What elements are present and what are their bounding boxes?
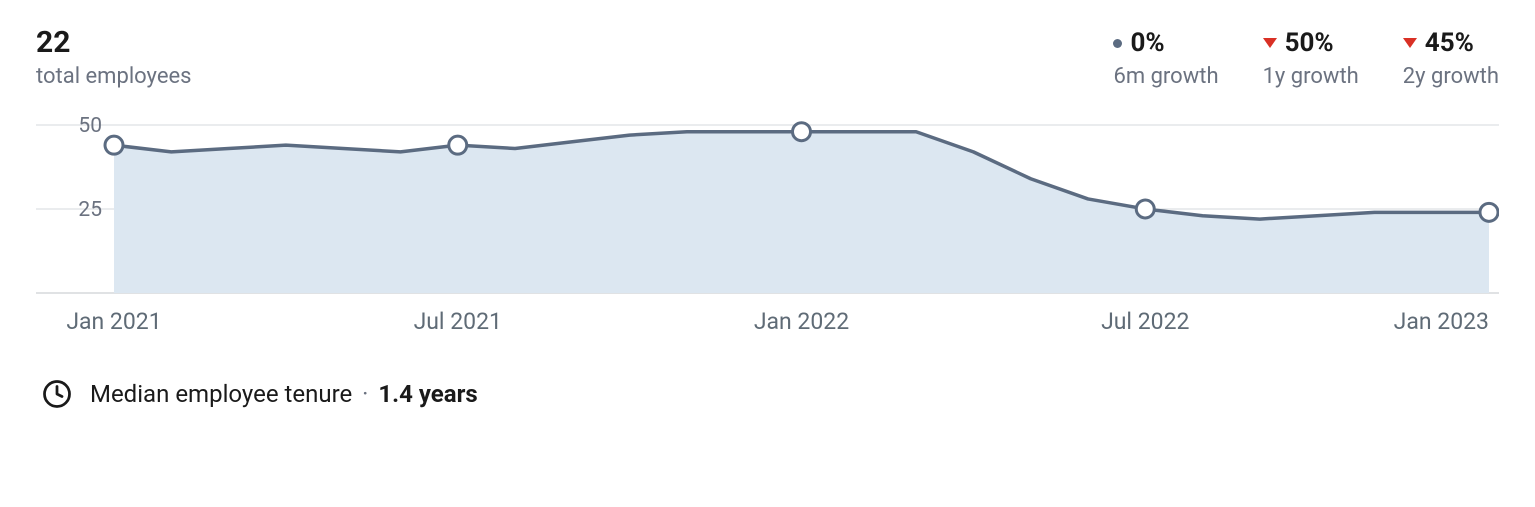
employee-chart-card: 22 total employees 0% 6m growth 50% 1y g… [0,0,1535,507]
clock-icon [42,379,72,409]
svg-text:Jan 2021: Jan 2021 [66,308,161,335]
employee-area-chart: 50 25 Jan 2021 Jul 2021 Jan 2022 Jul 2022 Jan … [36,113,1499,343]
total-employees-block: 22 total employees [36,28,192,89]
metric-6m: 0% 6m growth [1113,28,1218,89]
svg-text:Jul 2021: Jul 2021 [414,308,502,335]
svg-text:50: 50 [78,114,102,138]
tenure-text: Median employee tenure · 1.4 years [90,380,478,408]
metric-1y-value: 50% [1285,28,1334,58]
flat-indicator-icon [1113,39,1122,48]
metric-2y-value: 45% [1425,28,1474,58]
header: 22 total employees 0% 6m growth 50% 1y g… [36,28,1499,89]
svg-text:25: 25 [78,198,102,222]
down-indicator-icon [1263,38,1277,48]
metric-2y: 45% 2y growth [1403,28,1499,89]
down-indicator-icon [1403,38,1417,48]
svg-text:Jul 2022: Jul 2022 [1101,308,1189,335]
tenure-value: 1.4 years [378,380,477,408]
metric-6m-label: 6m growth [1113,64,1218,89]
chart-svg: 50 25 Jan 2021 Jul 2021 Jan 2022 Jul 2022 Jan … [36,113,1499,343]
growth-metrics: 0% 6m growth 50% 1y growth 45% 2y growth [1113,28,1499,89]
metric-1y-label: 1y growth [1263,64,1359,89]
metric-2y-label: 2y growth [1403,64,1499,89]
total-employees-label: total employees [36,64,192,89]
svg-text:Jan 2022: Jan 2022 [754,308,849,335]
tenure-sep: · [362,380,368,408]
tenure-label: Median employee tenure [90,380,352,408]
metric-6m-value: 0% [1130,28,1164,58]
total-employees-value: 22 [36,28,192,58]
metric-1y: 50% 1y growth [1263,28,1359,89]
svg-text:Jan 2023: Jan 2023 [1394,308,1489,335]
tenure-row: Median employee tenure · 1.4 years [36,379,1499,409]
